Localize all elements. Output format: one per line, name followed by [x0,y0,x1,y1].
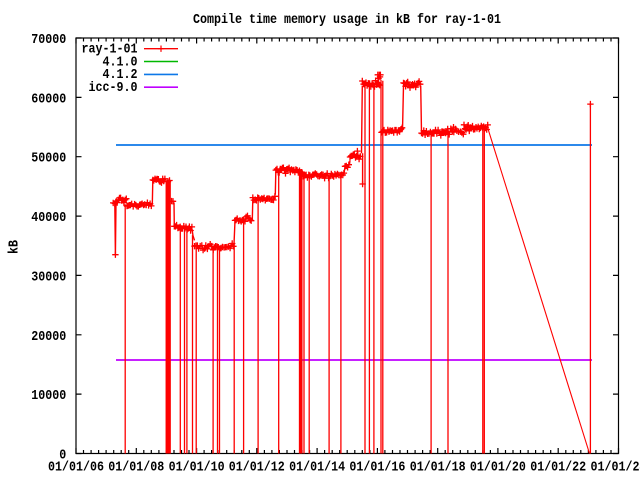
svg-text:kB: kB [7,240,23,254]
svg-text:01/01/24: 01/01/24 [591,460,640,476]
svg-text:0: 0 [59,448,66,464]
svg-text:20000: 20000 [31,329,66,345]
svg-text:40000: 40000 [31,210,66,226]
svg-text:01/01/22: 01/01/22 [530,460,586,476]
svg-text:70000: 70000 [31,32,66,48]
svg-text:01/01/16: 01/01/16 [349,460,405,476]
svg-text:Compile time memory usage in k: Compile time memory usage in kB for ray-… [193,12,501,28]
svg-text:01/01/08: 01/01/08 [108,460,164,476]
svg-text:60000: 60000 [31,91,66,107]
svg-text:icc-9.0: icc-9.0 [89,80,138,96]
svg-text:01/01/18: 01/01/18 [410,460,466,476]
svg-text:50000: 50000 [31,151,66,167]
svg-text:30000: 30000 [31,269,66,285]
svg-text:01/01/06: 01/01/06 [48,460,104,476]
svg-text:01/01/20: 01/01/20 [470,460,526,476]
svg-text:4.1.0: 4.1.0 [103,54,138,70]
svg-text:01/01/10: 01/01/10 [169,460,225,476]
svg-text:01/01/14: 01/01/14 [289,460,345,476]
svg-text:ray-1-01: ray-1-01 [82,42,138,58]
svg-text:01/01/12: 01/01/12 [229,460,285,476]
svg-text:4.1.2: 4.1.2 [103,67,138,83]
svg-text:10000: 10000 [31,388,66,404]
